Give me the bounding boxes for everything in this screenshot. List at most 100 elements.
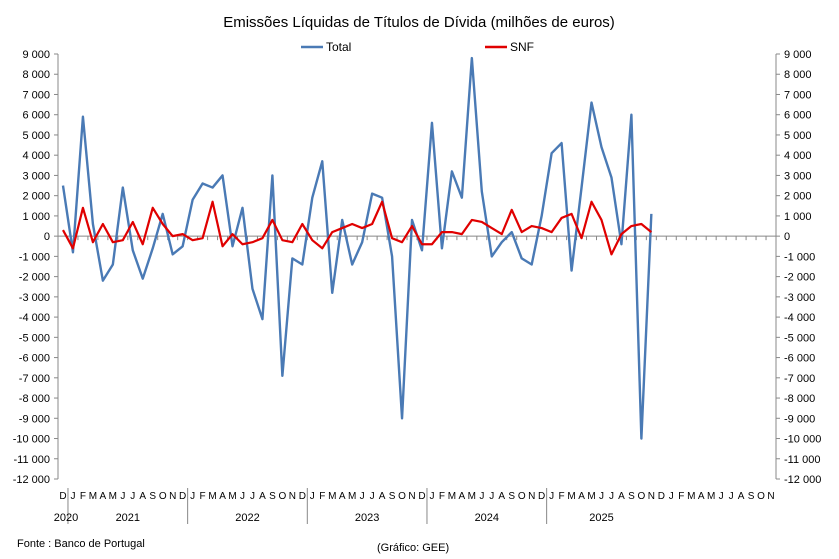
month-label: J — [250, 491, 255, 502]
credit-note: (Gráfico: GEE) — [377, 542, 449, 554]
month-label: N — [408, 491, 415, 502]
month-label: J — [669, 491, 674, 502]
month-label: M — [228, 491, 236, 502]
month-label: O — [518, 491, 526, 502]
y-tick-label-left: -3 000 — [19, 292, 50, 304]
month-label: S — [389, 491, 396, 502]
month-label: D — [299, 491, 306, 502]
month-label: A — [379, 491, 386, 502]
month-label: J — [729, 491, 734, 502]
month-label: N — [648, 491, 655, 502]
year-label: 2022 — [235, 512, 259, 524]
y-tick-label-left: 3 000 — [22, 170, 50, 182]
chart-title: Emissões Líquidas de Títulos de Dívida (… — [223, 14, 615, 31]
month-label: J — [609, 491, 614, 502]
month-label: J — [479, 491, 484, 502]
month-label: A — [498, 491, 505, 502]
month-label: J — [599, 491, 604, 502]
year-label: 2021 — [116, 512, 140, 524]
y-tick-label-left: -8 000 — [19, 393, 50, 405]
month-label: J — [719, 491, 724, 502]
month-label: D — [179, 491, 186, 502]
month-label: N — [289, 491, 296, 502]
month-label: M — [109, 491, 117, 502]
y-tick-label-right: 5 000 — [784, 130, 812, 142]
month-label: D — [418, 491, 425, 502]
y-tick-label-right: -12 000 — [784, 474, 821, 486]
month-label: J — [240, 491, 245, 502]
month-label: O — [278, 491, 286, 502]
y-tick-label-right: -2 000 — [784, 272, 815, 284]
month-label: F — [559, 491, 565, 502]
month-label: O — [398, 491, 406, 502]
month-label: J — [70, 491, 75, 502]
month-label: A — [259, 491, 266, 502]
month-label: M — [208, 491, 216, 502]
y-tick-label-right: -4 000 — [784, 312, 815, 324]
y-tick-label-right: 1 000 — [784, 211, 812, 223]
y-tick-label-left: -11 000 — [14, 454, 51, 466]
month-label: M — [687, 491, 695, 502]
month-label: F — [678, 491, 684, 502]
month-label: F — [439, 491, 445, 502]
y-tick-label-left: 2 000 — [22, 191, 50, 203]
y-tick-label-right: 2 000 — [784, 191, 812, 203]
month-label: A — [459, 491, 466, 502]
series-line-total — [61, 56, 653, 440]
y-tick-label-right: -3 000 — [784, 292, 815, 304]
y-tick-label-right: -8 000 — [784, 393, 815, 405]
month-label: S — [748, 491, 755, 502]
y-tick-label-right: -1 000 — [784, 251, 815, 263]
month-label: A — [219, 491, 226, 502]
month-label: J — [120, 491, 125, 502]
month-label: S — [269, 491, 276, 502]
y-tick-label-left: 4 000 — [22, 150, 50, 162]
month-label: A — [139, 491, 146, 502]
y-tick-label-left: -4 000 — [19, 312, 50, 324]
y-axis-right-labels: 9 000 8 000 7 000 6 000 5 000 4 000 3 000 2 000… — [784, 49, 821, 486]
month-label: M — [468, 491, 476, 502]
month-label: O — [637, 491, 645, 502]
month-label: N — [767, 491, 774, 502]
y-tick-label-left: 9 000 — [22, 49, 50, 61]
legend: Total SNF — [301, 40, 534, 54]
y-tick-label-right: -5 000 — [784, 332, 815, 344]
y-tick-label-right: 8 000 — [784, 69, 812, 81]
y-tick-label-right: 9 000 — [784, 49, 812, 61]
month-label: M — [328, 491, 336, 502]
month-label: S — [628, 491, 635, 502]
year-label: 2025 — [589, 512, 613, 524]
month-label: J — [190, 491, 195, 502]
month-label: M — [707, 491, 715, 502]
month-label: N — [169, 491, 176, 502]
y-tick-label-right: -10 000 — [784, 434, 821, 446]
y-tick-label-left: 5 000 — [22, 130, 50, 142]
month-label: S — [149, 491, 156, 502]
y-tick-label-right: 0 — [784, 231, 790, 243]
month-label: M — [89, 491, 97, 502]
legend-label-total: Total — [326, 40, 351, 54]
y-tick-label-left: -5 000 — [19, 332, 50, 344]
month-label: A — [578, 491, 585, 502]
month-label: O — [757, 491, 765, 502]
y-tick-label-right: 3 000 — [784, 170, 812, 182]
y-tick-label-left: -1 000 — [19, 251, 50, 263]
y-tick-label-left: 6 000 — [22, 110, 50, 122]
month-label: M — [348, 491, 356, 502]
month-label: J — [429, 491, 434, 502]
axes — [54, 53, 780, 524]
month-label: A — [738, 491, 745, 502]
month-label: J — [489, 491, 494, 502]
month-label: F — [80, 491, 86, 502]
y-tick-label-right: 4 000 — [784, 150, 812, 162]
y-tick-label-right: 6 000 — [784, 110, 812, 122]
source-note: Fonte : Banco de Portugal — [17, 538, 145, 550]
month-label: F — [200, 491, 206, 502]
y-tick-label-left: -10 000 — [13, 434, 50, 446]
y-tick-label-left: -6 000 — [19, 353, 50, 365]
month-label: O — [159, 491, 167, 502]
y-tick-label-left: -7 000 — [19, 373, 50, 385]
month-label: D — [658, 491, 665, 502]
month-label: A — [100, 491, 107, 502]
